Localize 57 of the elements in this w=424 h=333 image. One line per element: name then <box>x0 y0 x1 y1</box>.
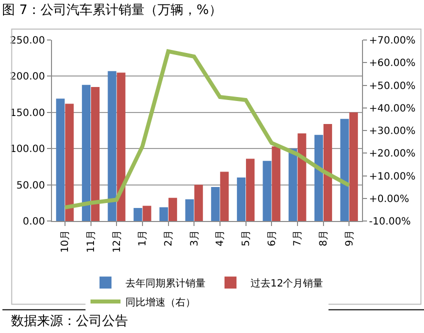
y2-tick-label: +0.00% <box>369 194 410 205</box>
bar <box>56 98 65 221</box>
source-note: 数据来源：公司公告 <box>11 314 128 329</box>
bar <box>314 134 324 221</box>
bar <box>108 71 116 221</box>
x-tick-label: 7月 <box>292 230 304 246</box>
chart-title: 图 7：公司汽车累计销量（万辆，%） <box>2 3 222 18</box>
bar <box>262 160 272 221</box>
x-tick-label: 4月 <box>215 230 226 246</box>
bar <box>168 198 178 221</box>
bar <box>272 146 280 221</box>
bar <box>185 199 194 221</box>
y-tick-label: 250.00 <box>10 36 45 46</box>
bar <box>142 206 152 221</box>
y2-tick-label: +60.00% <box>369 58 416 70</box>
bar <box>134 208 142 221</box>
legend-label: 去年同期累计销量 <box>126 277 206 290</box>
y-tick-label: 50.00 <box>16 180 45 192</box>
x-tick-label: 3月 <box>189 230 200 246</box>
x-tick-label: 11月 <box>86 230 97 253</box>
x-tick-label: 9月 <box>344 230 356 246</box>
y-tick-label: 200.00 <box>10 72 45 83</box>
x-tick-label: 6月 <box>266 230 278 246</box>
x-tick-label: 8月 <box>318 230 330 246</box>
bar <box>323 124 332 221</box>
bar <box>116 72 126 221</box>
bar <box>298 133 306 221</box>
y2-tick-label: +40.00% <box>369 103 416 114</box>
y2-tick-label: +30.00% <box>369 126 416 137</box>
bar <box>90 87 100 221</box>
x-tick-label: 12月 <box>112 230 123 253</box>
y-tick-label: 0.00 <box>22 216 45 228</box>
bar <box>194 184 203 221</box>
y2-tick-label: +50.00% <box>369 80 416 92</box>
y2-tick-label: +20.00% <box>369 148 416 160</box>
y2-tick-label: -10.00% <box>369 216 411 228</box>
x-tick-label: 1月 <box>138 230 149 246</box>
legend-label: 同比增速（右） <box>126 296 196 308</box>
y2-tick-label: +10.00% <box>369 171 416 182</box>
x-tick-label: 10月 <box>60 230 72 253</box>
bar <box>236 178 246 221</box>
y2-tick-label: +70.00% <box>369 36 416 46</box>
x-tick-label: 5月 <box>241 230 252 246</box>
x-tick-label: 2月 <box>164 230 174 246</box>
bar <box>82 84 91 221</box>
bar <box>340 118 349 221</box>
bar <box>220 172 229 221</box>
line-series <box>62 49 352 210</box>
bar <box>211 186 220 221</box>
y-tick-label: 100.00 <box>10 144 45 156</box>
bar <box>65 104 74 221</box>
y-tick-label: 150.00 <box>10 108 45 119</box>
legend-label: 过去12个月销量 <box>250 277 324 290</box>
bar <box>288 148 298 221</box>
bar <box>349 112 358 221</box>
bar <box>159 207 168 221</box>
bar <box>246 158 255 221</box>
